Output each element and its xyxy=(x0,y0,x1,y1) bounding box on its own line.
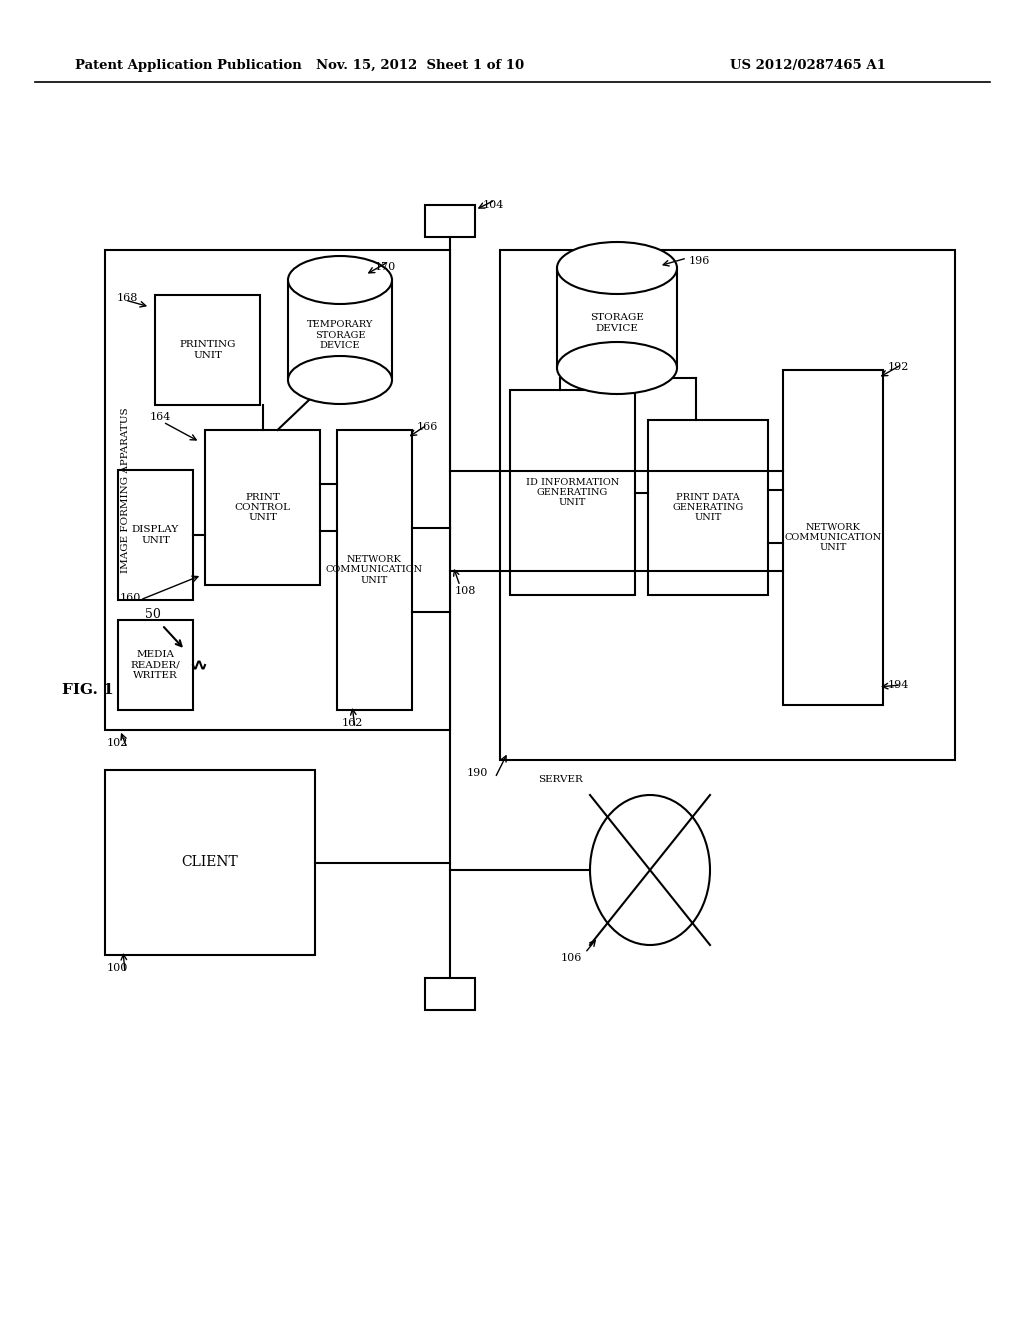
Text: 164: 164 xyxy=(150,412,171,422)
Bar xyxy=(105,770,315,954)
Text: NETWORK
COMMUNICATION
UNIT: NETWORK COMMUNICATION UNIT xyxy=(784,523,882,552)
Bar xyxy=(288,280,392,380)
Text: NETWORK
COMMUNICATION
UNIT: NETWORK COMMUNICATION UNIT xyxy=(326,556,423,585)
Text: PRINTING
UNIT: PRINTING UNIT xyxy=(179,341,236,360)
Text: 100: 100 xyxy=(106,964,128,973)
Bar xyxy=(425,205,475,238)
Text: 166: 166 xyxy=(417,422,438,432)
Text: MEDIA
READER/
WRITER: MEDIA READER/ WRITER xyxy=(131,651,180,680)
Bar xyxy=(337,430,412,710)
Text: 106: 106 xyxy=(560,953,582,964)
Text: 162: 162 xyxy=(342,718,364,729)
Text: Nov. 15, 2012  Sheet 1 of 10: Nov. 15, 2012 Sheet 1 of 10 xyxy=(316,58,524,71)
Ellipse shape xyxy=(288,256,392,304)
Text: 50: 50 xyxy=(145,609,161,622)
Text: 102: 102 xyxy=(106,738,128,748)
Bar xyxy=(155,294,260,405)
Text: TEMPORARY
STORAGE
DEVICE: TEMPORARY STORAGE DEVICE xyxy=(307,321,373,350)
Text: 196: 196 xyxy=(689,256,711,267)
Ellipse shape xyxy=(557,242,677,294)
Text: Patent Application Publication: Patent Application Publication xyxy=(75,58,302,71)
Text: STORAGE
DEVICE: STORAGE DEVICE xyxy=(590,313,644,333)
Text: FIG. 1: FIG. 1 xyxy=(62,682,114,697)
Bar xyxy=(105,249,450,730)
Text: 168: 168 xyxy=(117,293,138,304)
Text: DISPLAY
UNIT: DISPLAY UNIT xyxy=(132,525,179,545)
Text: 160: 160 xyxy=(120,593,141,603)
Text: 194: 194 xyxy=(888,680,909,690)
Bar xyxy=(118,620,193,710)
Text: 108: 108 xyxy=(455,586,476,597)
Text: 192: 192 xyxy=(888,362,909,372)
Text: IMAGE FORMING APPARATUS: IMAGE FORMING APPARATUS xyxy=(121,407,129,573)
Bar xyxy=(425,978,475,1010)
Bar xyxy=(783,370,883,705)
Text: CLIENT: CLIENT xyxy=(181,855,239,870)
Text: SERVER: SERVER xyxy=(538,775,583,784)
Text: 170: 170 xyxy=(375,261,396,272)
Ellipse shape xyxy=(557,342,677,393)
Text: US 2012/0287465 A1: US 2012/0287465 A1 xyxy=(730,58,886,71)
Text: PRINT
CONTROL
UNIT: PRINT CONTROL UNIT xyxy=(234,492,291,523)
Text: PRINT DATA
GENERATING
UNIT: PRINT DATA GENERATING UNIT xyxy=(673,492,743,523)
Bar xyxy=(205,430,319,585)
Text: 104: 104 xyxy=(483,201,505,210)
Bar xyxy=(510,389,635,595)
Bar xyxy=(648,420,768,595)
Bar xyxy=(557,268,677,368)
Text: 190: 190 xyxy=(467,768,488,777)
Bar xyxy=(118,470,193,601)
Ellipse shape xyxy=(288,356,392,404)
Bar xyxy=(500,249,955,760)
Text: ID INFORMATION
GENERATING
UNIT: ID INFORMATION GENERATING UNIT xyxy=(526,478,620,507)
Ellipse shape xyxy=(590,795,710,945)
